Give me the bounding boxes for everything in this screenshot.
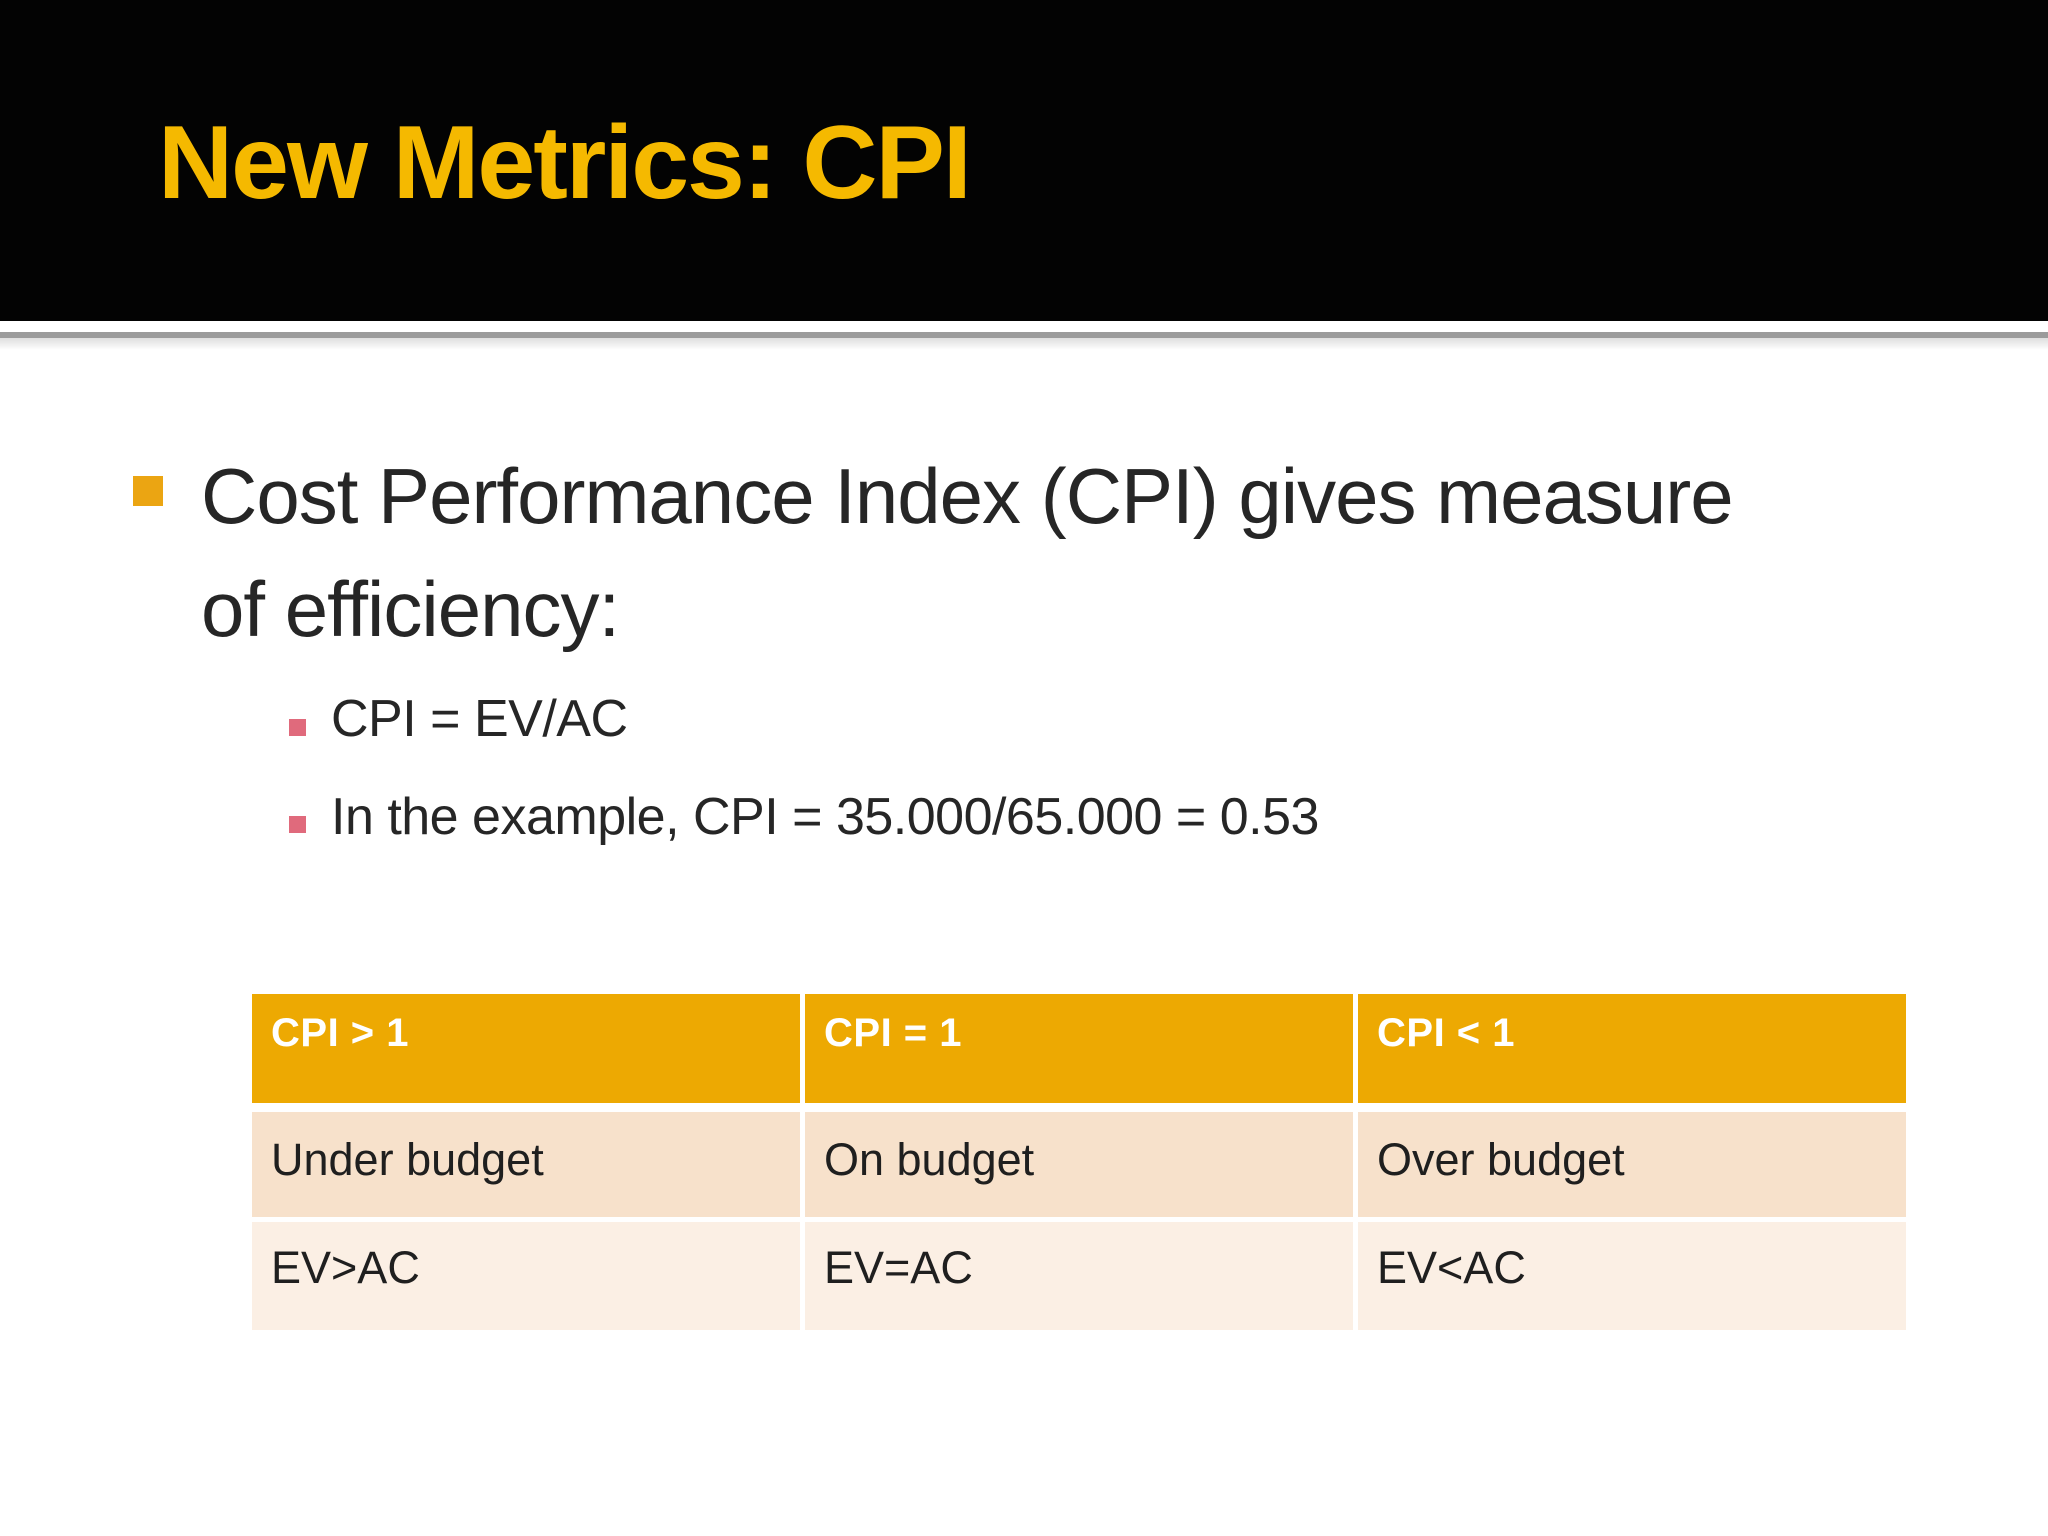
title-separator-line bbox=[0, 332, 2048, 338]
sub-bullet-example: In the example, CPI = 35.000/65.000 = 0.… bbox=[331, 788, 1319, 846]
cell-ev-lt-ac: EV<AC bbox=[1358, 1222, 1906, 1330]
main-bullet-text: Cost Performance Index (CPI) gives measu… bbox=[201, 440, 1841, 666]
title-separator-shadow bbox=[0, 338, 2048, 350]
title-band: New Metrics: CPI bbox=[0, 0, 2048, 321]
main-bullet-line1: Cost Performance Index (CPI) gives measu… bbox=[201, 452, 1734, 540]
cell-ev-gt-ac: EV>AC bbox=[252, 1222, 800, 1330]
header-cell-cpi-eq-1: CPI = 1 bbox=[805, 994, 1353, 1103]
header-cell-cpi-lt-1: CPI < 1 bbox=[1358, 994, 1906, 1103]
sub-bullet-formula: CPI = EV/AC bbox=[331, 690, 628, 748]
sub-bullet-square-icon bbox=[289, 719, 306, 736]
slide-title: New Metrics: CPI bbox=[158, 105, 972, 221]
cell-over-budget: Over budget bbox=[1358, 1112, 1906, 1217]
bullet-square-icon bbox=[133, 476, 163, 506]
table-row-ev-ac: EV>AC EV=AC EV<AC bbox=[252, 1222, 1906, 1330]
cell-ev-eq-ac: EV=AC bbox=[805, 1222, 1353, 1330]
cpi-table: CPI > 1 CPI = 1 CPI < 1 Under budget On … bbox=[252, 994, 1906, 1330]
sub-bullet-square-icon bbox=[289, 816, 306, 833]
header-cell-cpi-gt-1: CPI > 1 bbox=[252, 994, 800, 1103]
table-row-budget: Under budget On budget Over budget bbox=[252, 1112, 1906, 1217]
cell-on-budget: On budget bbox=[805, 1112, 1353, 1217]
table-header-row: CPI > 1 CPI = 1 CPI < 1 bbox=[252, 994, 1906, 1103]
cell-under-budget: Under budget bbox=[252, 1112, 800, 1217]
main-bullet-line2: of efficiency: bbox=[201, 565, 620, 653]
